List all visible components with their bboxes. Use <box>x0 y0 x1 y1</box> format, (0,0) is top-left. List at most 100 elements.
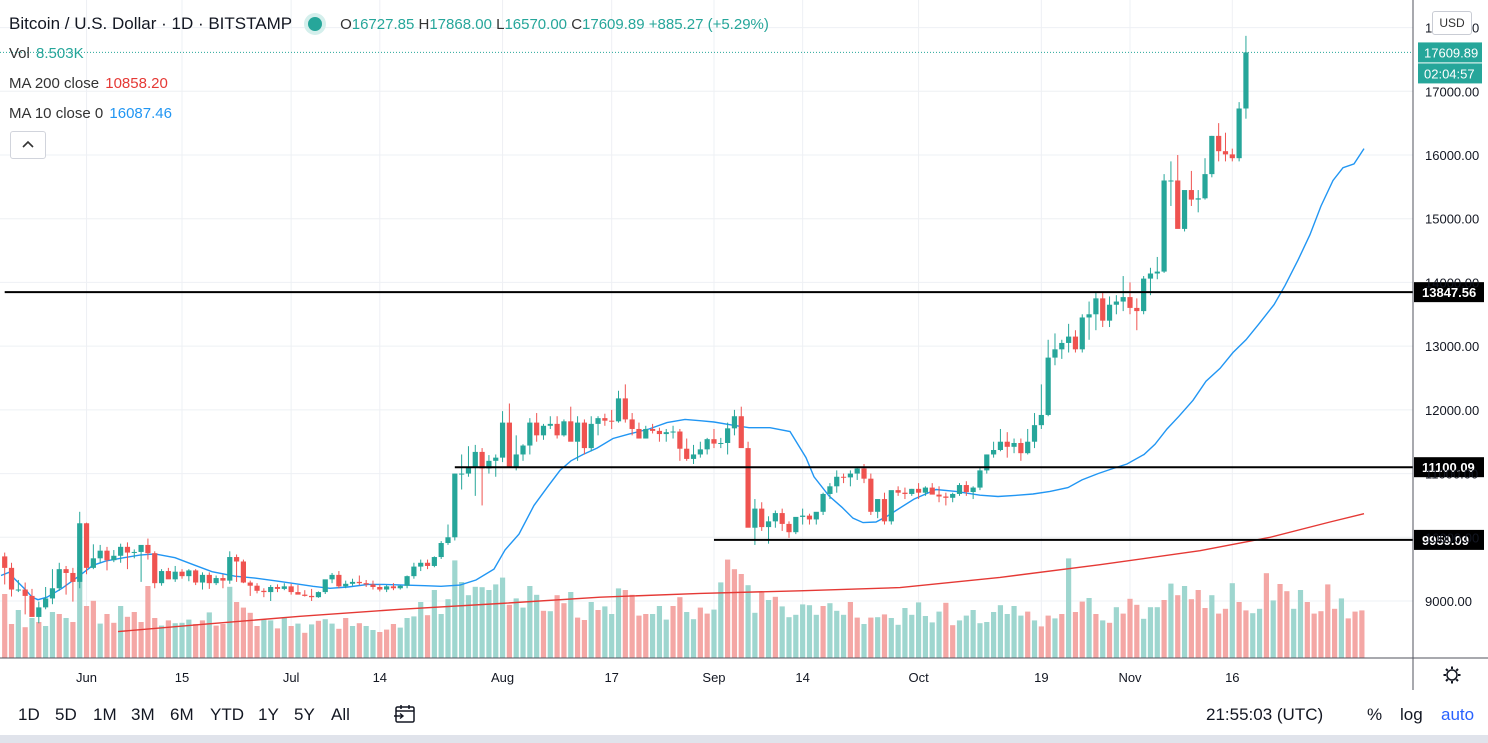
candle-body <box>15 589 21 591</box>
range-5y-button[interactable]: 5Y <box>294 705 315 724</box>
range-1m-button[interactable]: 1M <box>93 705 117 724</box>
range-6m-button[interactable]: 6M <box>170 705 194 724</box>
candle-body <box>472 451 478 468</box>
candle-up <box>800 508 806 525</box>
candle-up <box>452 473 458 541</box>
candle-body <box>274 586 281 589</box>
time-tick-label: 14 <box>373 670 387 685</box>
volume-bar <box>963 615 969 658</box>
volume-bar <box>718 582 724 658</box>
gear-tooth <box>1445 678 1449 682</box>
candle-up <box>384 585 390 593</box>
symbol-name[interactable]: Bitcoin / U.S. Dollar · 1D · BITSTAMP <box>9 14 293 33</box>
candle-down <box>1229 148 1235 162</box>
candle-down <box>377 584 383 592</box>
volume-bar <box>104 614 110 658</box>
volume-bar <box>1352 611 1358 658</box>
candle-body <box>343 583 349 587</box>
candle-body <box>670 431 676 433</box>
candle-body <box>22 589 28 596</box>
price-chart[interactable]: 13847.5611100.099959.0917609.8902:04:57 … <box>0 0 1488 695</box>
candle-up <box>540 423 547 440</box>
range-5d-button[interactable]: 5D <box>55 705 77 724</box>
candle-body <box>240 561 246 583</box>
candle-body <box>131 551 137 553</box>
percent-scale-button[interactable]: % <box>1367 705 1383 724</box>
volume-bar <box>1325 584 1331 658</box>
symbol-header: Bitcoin / U.S. Dollar · 1D · BITSTAMP O16… <box>9 14 769 34</box>
volume-bar <box>8 624 15 658</box>
candle-up <box>690 444 697 465</box>
candle-body <box>554 423 560 436</box>
gear-icon[interactable] <box>1443 666 1461 684</box>
candle-body <box>1072 336 1079 350</box>
candle-body <box>288 586 294 593</box>
candle-body <box>233 557 240 562</box>
range-1y-button[interactable]: 1Y <box>258 705 279 724</box>
volume-bar <box>138 622 144 658</box>
candle-body <box>424 562 431 566</box>
candle-body <box>370 584 376 587</box>
log-scale-button[interactable]: log <box>1400 705 1423 724</box>
candle-body <box>213 578 219 584</box>
candle-up <box>49 569 56 605</box>
volume-bar <box>711 609 717 658</box>
candle-down <box>602 413 608 426</box>
calendar-range-icon[interactable] <box>394 704 416 724</box>
currency-button[interactable]: USD <box>1432 11 1472 35</box>
candle-down <box>309 588 315 601</box>
legend-ma200[interactable]: MA 200 close 10858.20 <box>9 75 168 92</box>
candle-body <box>97 550 103 559</box>
candle-body <box>534 422 540 436</box>
volume-bar <box>63 618 69 658</box>
volume-bar <box>820 606 826 658</box>
candle-body <box>418 562 424 567</box>
gear-tooth <box>1455 678 1459 682</box>
volume-bar <box>684 612 690 658</box>
collapse-legend-button[interactable] <box>10 131 46 159</box>
price-tick-label: 15000.00 <box>1425 212 1479 227</box>
candle-body <box>765 521 772 528</box>
legend-ma10[interactable]: MA 10 close 0 16087.46 <box>9 105 172 122</box>
volume-bar <box>220 624 226 658</box>
last-price-label-bg <box>1418 42 1482 63</box>
legend-volume[interactable]: Vol 8.503K <box>9 45 84 62</box>
range-ytd-button[interactable]: YTD <box>210 705 244 724</box>
volume-bar <box>199 620 206 658</box>
candle-up <box>1202 158 1208 200</box>
candle-up <box>281 583 287 591</box>
candle-down <box>568 406 574 442</box>
range-all-button[interactable]: All <box>331 705 350 724</box>
candle-body <box>1222 151 1229 155</box>
volume-bar <box>172 623 178 658</box>
volume-bar <box>499 577 506 658</box>
candle-body <box>1229 154 1235 159</box>
candle-body <box>479 451 485 469</box>
candle-up <box>111 550 117 563</box>
candle-body <box>1175 180 1181 229</box>
volume-bar <box>813 614 819 658</box>
volume-bar <box>534 594 540 658</box>
volume-bar <box>615 588 622 658</box>
candle-down <box>63 565 69 595</box>
candle-body <box>663 432 669 435</box>
candle-up <box>888 490 894 525</box>
volume-bar <box>895 624 901 658</box>
candle-body <box>1045 357 1051 415</box>
price-scale: 9000.00 10000.00 11000.00 12000.00 13000.00 1… <box>1412 0 1479 690</box>
range-1d-button[interactable]: 1D <box>18 705 40 724</box>
volume-bar <box>240 607 246 658</box>
candle-body <box>956 485 963 494</box>
candle-body <box>1209 135 1215 175</box>
candle-body <box>895 490 901 493</box>
candle-down <box>1072 330 1079 353</box>
volume-bar <box>650 614 656 658</box>
volume-bar <box>411 616 417 658</box>
range-3m-button[interactable]: 3M <box>131 705 155 724</box>
candle-body <box>1004 441 1010 447</box>
volume-bar <box>465 595 472 658</box>
utc-clock[interactable]: 21:55:03 (UTC) <box>1206 705 1324 724</box>
candle-body <box>363 583 369 585</box>
chevron-up-icon <box>22 140 34 148</box>
auto-scale-button[interactable]: auto <box>1441 705 1475 724</box>
